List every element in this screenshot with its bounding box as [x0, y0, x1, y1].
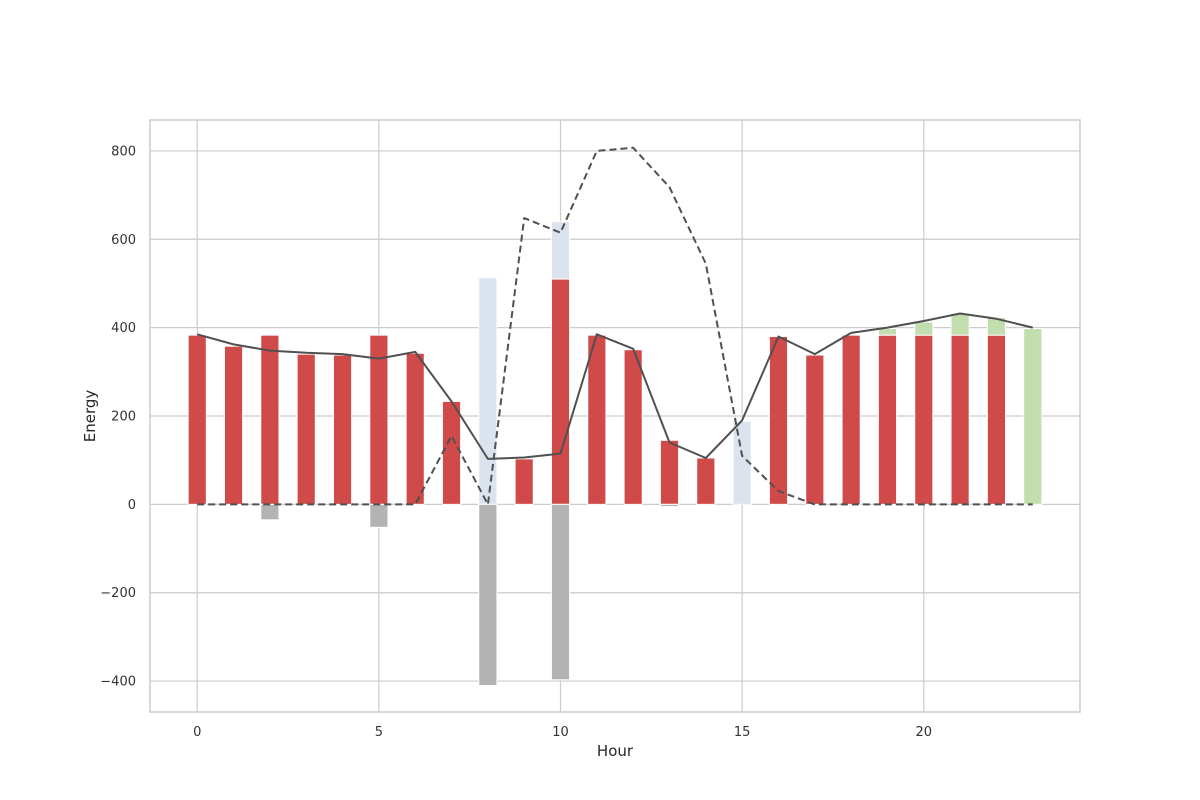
- grid-layer: [150, 120, 1080, 712]
- bar: [478, 503, 498, 686]
- bar: [587, 334, 607, 505]
- bar: [405, 352, 425, 505]
- bar: [260, 503, 280, 521]
- x-tick-label: 10: [552, 725, 569, 740]
- bar: [550, 503, 571, 681]
- bar: [841, 334, 861, 505]
- bar: [950, 312, 970, 336]
- bar: [223, 345, 244, 505]
- bar: [986, 316, 1007, 336]
- bar: [914, 334, 934, 505]
- bar: [1023, 328, 1043, 505]
- bar: [369, 334, 389, 505]
- dashed-series-line: [197, 146, 1033, 506]
- bar: [187, 334, 207, 505]
- x-tick-labels: 0 5 10 15 20: [193, 725, 932, 740]
- bar: [659, 439, 680, 505]
- x-tick-label: 0: [193, 725, 201, 740]
- y-tick-label: 200: [111, 410, 136, 425]
- x-tick-label: 5: [375, 725, 383, 740]
- line-layer: [196, 146, 1034, 506]
- bar: [441, 400, 462, 505]
- bar: [550, 278, 571, 505]
- y-tick-label: −200: [100, 586, 136, 601]
- bar: [914, 321, 934, 336]
- bar: [659, 503, 680, 508]
- y-tick-label: 0: [128, 498, 136, 513]
- y-tick-label: 800: [111, 144, 136, 159]
- bar: [550, 221, 571, 280]
- bar: [332, 354, 353, 505]
- bar: [696, 457, 716, 505]
- bar: [986, 334, 1007, 505]
- bar: [369, 503, 389, 528]
- plot-frame: [149, 119, 1081, 713]
- y-tick-labels: −400 −200 0 200 400 600 800: [100, 144, 136, 689]
- x-axis-title: Hour: [597, 742, 634, 760]
- bar: [768, 335, 789, 505]
- y-tick-label: 400: [111, 321, 136, 336]
- y-tick-label: −400: [100, 675, 136, 690]
- x-tick-label: 20: [916, 725, 933, 740]
- bar: [260, 334, 280, 505]
- bar: [514, 458, 534, 505]
- bar: [950, 334, 970, 505]
- bar: [877, 334, 898, 505]
- y-tick-label: 600: [111, 233, 136, 248]
- bar-layer: [187, 221, 1043, 686]
- solid-series-line: [196, 312, 1034, 460]
- y-axis-title: Energy: [81, 390, 99, 443]
- bar: [623, 349, 643, 505]
- bar: [296, 353, 316, 505]
- bar: [805, 354, 825, 505]
- x-tick-label: 15: [734, 725, 751, 740]
- bar: [478, 277, 498, 505]
